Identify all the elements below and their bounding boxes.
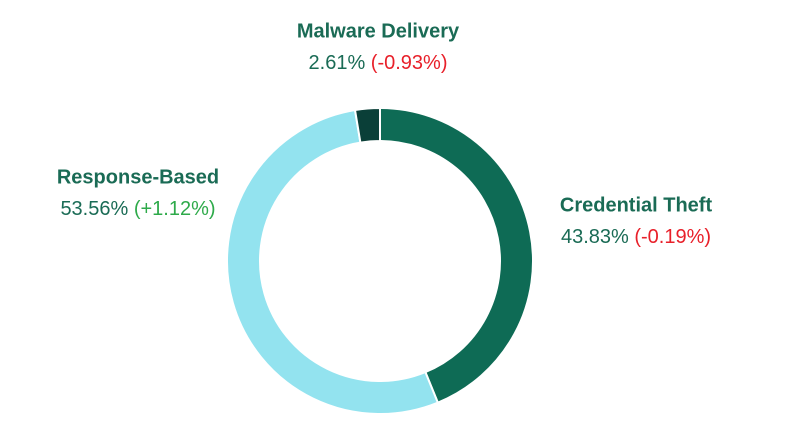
value-label: 2.61%: [309, 52, 366, 74]
segment-value: 53.56% (+1.12%): [60, 198, 215, 220]
value-label: 43.83%: [561, 226, 629, 248]
segment-value: 43.83% (-0.19%): [561, 226, 711, 248]
value-label: 53.56%: [60, 198, 128, 220]
segment-name: Credential Theft: [560, 194, 713, 216]
segment-value: 2.61% (-0.93%): [309, 52, 448, 74]
segment-name: Response-Based: [57, 166, 219, 188]
change-label: (+1.12%): [128, 198, 215, 220]
donut-segment: [353, 106, 381, 144]
change-label: (-0.93%): [365, 52, 447, 74]
change-label: (-0.19%): [629, 226, 711, 248]
donut-segment: [379, 106, 534, 404]
donut-segment: [226, 108, 440, 415]
segment-name: Malware Delivery: [297, 20, 460, 42]
